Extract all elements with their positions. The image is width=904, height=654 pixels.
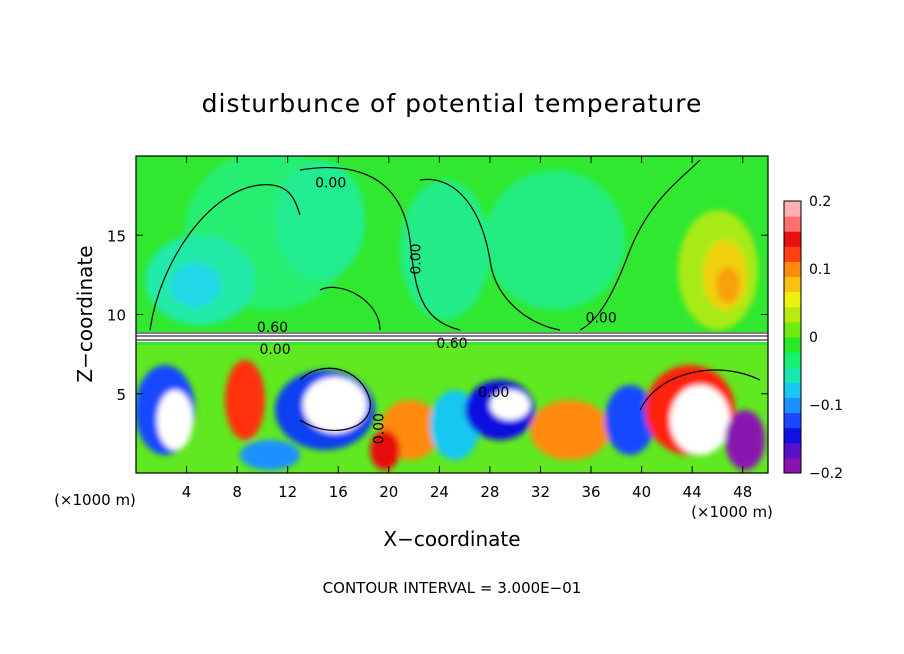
contour-label: 0.00 — [259, 342, 290, 358]
colorbar-segment — [784, 276, 801, 293]
contour-interval-note: CONTOUR INTERVAL = 3.000E−01 — [323, 579, 582, 597]
x-tick-label: 20 — [379, 483, 398, 501]
contour-lines — [149, 159, 761, 431]
x-tick-label: 16 — [329, 483, 348, 501]
contour-label: 0.00 — [315, 176, 346, 192]
colorbar-segment — [784, 352, 801, 368]
colorbar-segment — [784, 457, 801, 474]
colorbar-tick-label: 0 — [809, 330, 818, 346]
colorbar-segment — [784, 337, 801, 353]
colorbar-segment — [784, 367, 801, 383]
colorbar-tick-label: −0.1 — [809, 398, 843, 414]
x-tick-label: 24 — [430, 483, 449, 501]
x-tick-label: 32 — [531, 483, 550, 501]
y-axis: 5 10 15 — [107, 227, 768, 404]
contour-label: 0.00 — [408, 243, 424, 274]
tropopause-band — [136, 332, 768, 342]
chart-title: disturbunce of potential temperature — [202, 89, 703, 118]
upper-anomalies — [145, 156, 758, 330]
colorbar-segment — [784, 261, 801, 278]
colorbar-tick-label: 0.2 — [809, 194, 831, 210]
y-tick-label: 15 — [107, 227, 126, 245]
contour-label: 0.60 — [436, 336, 467, 352]
colorbar-tick-label: −0.2 — [809, 466, 843, 482]
x-tick-label: 28 — [480, 483, 499, 501]
contour-labels: 0.00 0.00 0.00 0.60 0.00 0.60 0.00 0.00 — [257, 176, 617, 445]
colorbar-segment — [784, 412, 801, 429]
y-tick-label: 10 — [107, 307, 126, 325]
contour-label: 0.00 — [372, 413, 388, 444]
x-axis-label: X−coordinate — [383, 527, 520, 551]
heatmap-field — [136, 156, 768, 473]
x-unit-left: (×1000 m) — [54, 491, 136, 509]
x-tick-label: 44 — [683, 483, 702, 501]
colorbar: 0.2 0.1 0 −0.1 −0.2 — [783, 194, 843, 482]
y-tick-label: 5 — [116, 386, 126, 404]
y-axis-label: Z−coordinate — [73, 245, 97, 382]
colorbar-segment — [784, 246, 801, 262]
x-unit-right: (×1000 m) — [691, 503, 773, 521]
colorbar-segment — [784, 442, 801, 459]
x-tick-label: 8 — [232, 483, 242, 501]
colorbar-segment — [784, 231, 801, 247]
contour-label: 0.00 — [586, 310, 617, 326]
colorbar-segment — [784, 216, 801, 232]
colorbar-segment — [784, 382, 801, 398]
colorbar-segment — [784, 201, 801, 217]
x-tick-label: 48 — [733, 483, 752, 501]
x-tick-label: 40 — [632, 483, 651, 501]
colorbar-segment — [784, 321, 801, 338]
colorbar-tick-label: 0.1 — [809, 262, 831, 278]
contour-label: 0.00 — [478, 385, 509, 401]
colorbar-frame — [783, 200, 802, 474]
colorbar-segment — [784, 291, 801, 308]
x-tick-label: 36 — [581, 483, 600, 501]
contour-label: 0.60 — [257, 320, 288, 336]
x-tick-label: 12 — [278, 483, 297, 501]
lower-anomalies — [136, 345, 768, 473]
x-axis: 4 8 12 16 20 24 28 32 36 40 44 48 — [182, 156, 752, 501]
x-tick-label: 4 — [182, 483, 192, 501]
colorbar-segment — [784, 306, 801, 323]
colorbar-segment — [784, 427, 801, 444]
colorbar-segment — [784, 397, 801, 414]
